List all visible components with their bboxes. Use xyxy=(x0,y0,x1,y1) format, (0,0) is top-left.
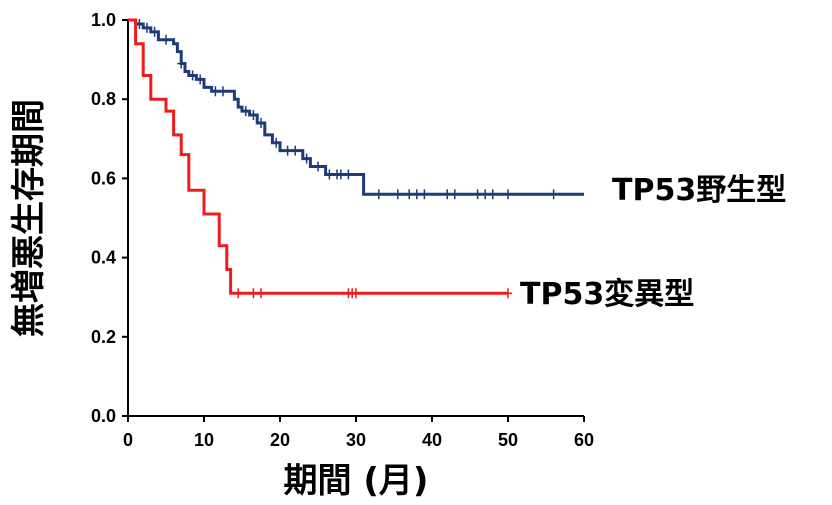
x-tick-label: 50 xyxy=(498,430,518,450)
series-wildtype xyxy=(128,18,584,200)
x-tick-label: 40 xyxy=(422,430,442,450)
y-tick-label: 0.6 xyxy=(91,168,116,188)
km-step-line xyxy=(128,18,584,196)
x-tick-label: 10 xyxy=(194,430,214,450)
x-tick-label: 30 xyxy=(346,430,366,450)
series-mutant xyxy=(128,18,512,299)
x-tick-label: 20 xyxy=(270,430,290,450)
series-label-wildtype: TP53野生型 xyxy=(612,173,786,208)
km-step-line xyxy=(128,18,508,295)
y-axis-title: 無増悪生存期間 xyxy=(9,99,49,337)
y-tick-label: 0.4 xyxy=(91,248,116,268)
x-tick-label: 60 xyxy=(574,430,594,450)
series xyxy=(128,18,584,299)
x-axis-title: 期間 (月) xyxy=(284,461,429,501)
series-label-mutant: TP53変異型 xyxy=(520,277,694,312)
ticks: 0 10 20 30 40 50 60 0.0 0.2 0.4 0.6 0.8 1.0 xyxy=(91,10,594,450)
y-tick-label: 1.0 xyxy=(91,10,116,30)
y-tick-label: 0.0 xyxy=(91,406,116,426)
y-tick-label: 0.8 xyxy=(91,89,116,109)
x-tick-label: 0 xyxy=(123,430,133,450)
y-tick-label: 0.2 xyxy=(91,327,116,347)
